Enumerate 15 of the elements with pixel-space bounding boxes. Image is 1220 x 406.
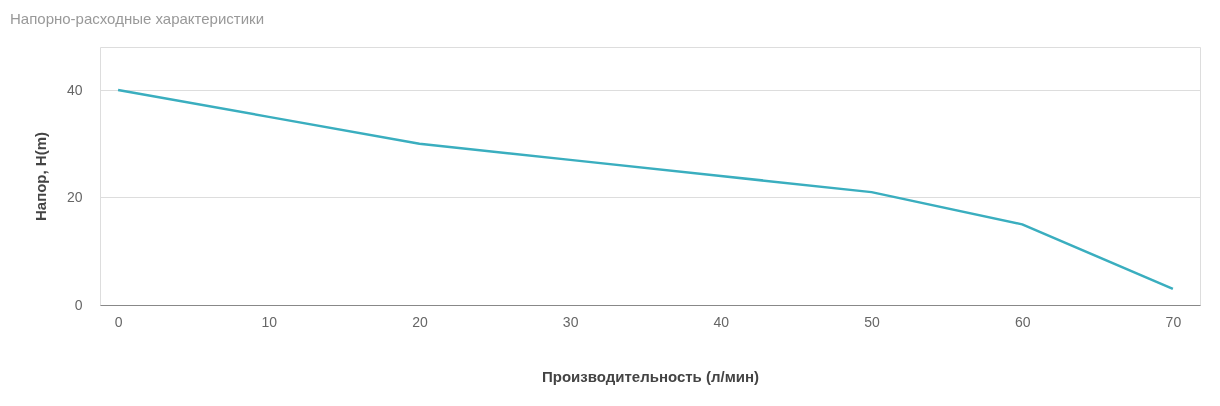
y-axis-title: Напор, H(m) (31, 131, 49, 222)
x-tick-label: 50 (864, 313, 880, 330)
y-tick-label: 20 (66, 189, 83, 205)
y-tick-label: 0 (74, 296, 83, 313)
x-tick-label: 0 (114, 313, 123, 330)
x-tick-label: 20 (412, 313, 428, 330)
x-tick-label: 40 (713, 313, 730, 330)
x-tick-label: 70 (1165, 313, 1182, 330)
line-series (116, 88, 1175, 291)
x-axis-title: Производительность (л/мин) (541, 367, 760, 385)
x-tick-label: 30 (562, 313, 579, 330)
y-tick-label: 40 (66, 81, 83, 98)
x-tick-label: 60 (1014, 313, 1031, 330)
chart-title: Напорно-расходные характеристики (10, 10, 265, 27)
x-tick-label: 10 (261, 313, 278, 330)
